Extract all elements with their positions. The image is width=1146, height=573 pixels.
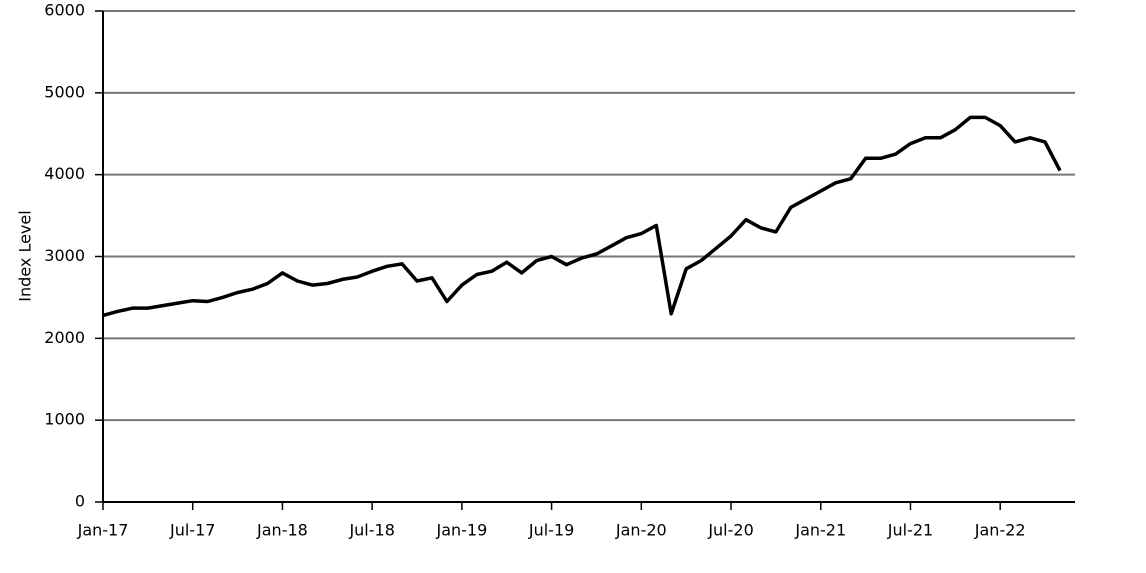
x-tick-label: Jul-18 (348, 521, 394, 540)
x-tick-label: Jan-21 (794, 521, 846, 540)
y-tick-label: 2000 (44, 328, 85, 347)
x-tick-label: Jul-17 (169, 521, 215, 540)
x-tick-label: Jan-20 (615, 521, 667, 540)
x-tick-label: Jan-19 (435, 521, 487, 540)
x-tick-label: Jan-18 (256, 521, 308, 540)
x-tick-label: Jan-22 (974, 521, 1026, 540)
y-tick-label: 0 (75, 492, 85, 511)
y-tick-label: 4000 (44, 164, 85, 183)
x-tick-label: Jul-21 (887, 521, 933, 540)
x-tick-label: Jul-20 (707, 521, 753, 540)
y-tick-label: 6000 (44, 1, 85, 20)
y-tick-label: 5000 (44, 82, 85, 101)
x-tick-label: Jan-17 (77, 521, 129, 540)
y-tick-label: 3000 (44, 246, 85, 265)
x-tick-label: Jul-19 (528, 521, 574, 540)
data-line (102, 115, 1062, 318)
y-axis-label: Index Level (16, 210, 35, 301)
y-tick-label: 1000 (44, 410, 85, 429)
